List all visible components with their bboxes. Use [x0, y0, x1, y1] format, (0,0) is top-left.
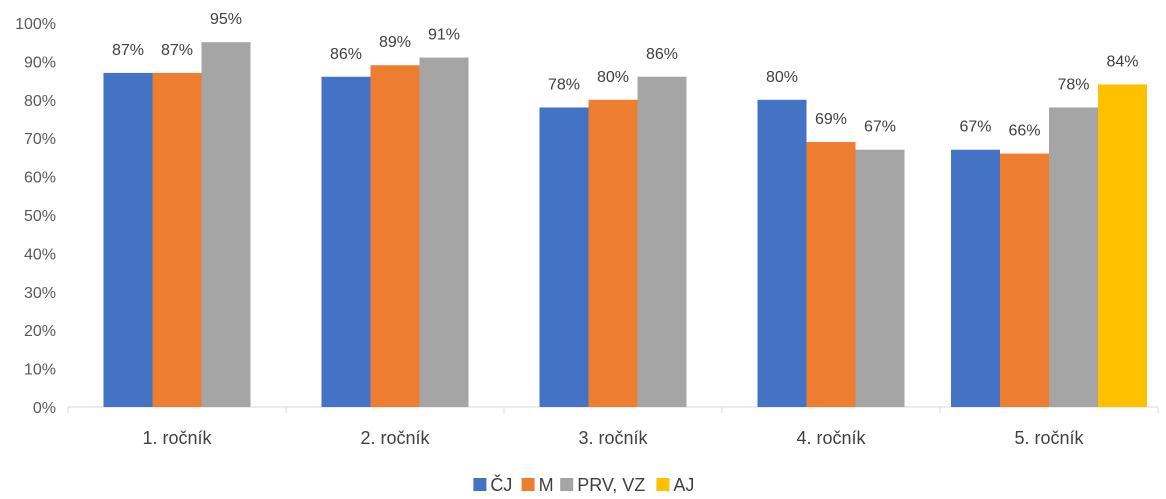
bar[interactable]: [201, 42, 251, 407]
data-label: 78%: [548, 76, 580, 93]
legend: ČJ M PRV, VZ AJ: [473, 474, 694, 495]
bar[interactable]: [370, 65, 420, 408]
legend-item[interactable]: PRV, VZ: [560, 475, 645, 495]
bars: [103, 42, 1147, 408]
x-category-label: 3. ročník: [578, 428, 648, 448]
y-axis: 0% 10% 20% 30% 40% 50% 60% 70% 80% 90% 100%: [15, 16, 56, 417]
legend-label: ČJ: [490, 474, 512, 495]
data-label: 67%: [959, 119, 991, 136]
legend-swatch: [473, 478, 487, 491]
bar[interactable]: [855, 149, 905, 407]
legend-swatch: [656, 478, 670, 491]
bar[interactable]: [951, 149, 1000, 407]
legend-item[interactable]: ČJ: [473, 474, 512, 495]
x-category-label: 1. ročník: [142, 428, 212, 448]
data-label: 91%: [428, 27, 460, 44]
bar[interactable]: [1049, 107, 1098, 407]
x-axis: 1. ročník 2. ročník 3. ročník 4. ročník 5. r…: [67, 406, 1159, 448]
x-category-label: 5. ročník: [1014, 428, 1084, 448]
legend-label: AJ: [673, 475, 694, 495]
data-label: 95%: [210, 11, 242, 28]
bar[interactable]: [419, 57, 469, 408]
data-label: 84%: [1106, 53, 1138, 70]
data-label: 80%: [766, 69, 798, 86]
legend-item[interactable]: M: [521, 475, 554, 495]
bar[interactable]: [1000, 153, 1049, 407]
data-label: 89%: [379, 34, 411, 51]
y-tick-label: 10%: [24, 362, 56, 379]
bar[interactable]: [539, 107, 589, 407]
y-tick-label: 0%: [33, 400, 56, 417]
data-label: 86%: [330, 46, 362, 63]
data-label: 69%: [815, 111, 847, 128]
y-tick-label: 100%: [15, 16, 56, 33]
bar[interactable]: [103, 72, 153, 408]
y-tick-label: 80%: [24, 93, 56, 110]
x-category-label: 4. ročník: [796, 428, 866, 448]
data-label: 87%: [161, 42, 193, 59]
bar[interactable]: [637, 76, 687, 407]
y-tick-label: 60%: [24, 170, 56, 187]
legend-swatch: [521, 478, 535, 491]
y-tick-label: 20%: [24, 323, 56, 340]
y-tick-label: 40%: [24, 246, 56, 263]
legend-label: M: [539, 475, 554, 495]
data-labels: 87% 87% 95% 86% 89% 91% 78% 80% 86% 80% 69% 67% 67% 6…: [112, 11, 1139, 139]
bar[interactable]: [588, 99, 638, 408]
legend-label: PRV, VZ: [577, 475, 645, 495]
bar[interactable]: [1098, 84, 1147, 407]
data-label: 66%: [1008, 123, 1040, 140]
data-label: 80%: [597, 69, 629, 86]
bar[interactable]: [152, 72, 202, 408]
data-label: 87%: [112, 42, 144, 59]
y-tick-label: 50%: [24, 208, 56, 225]
data-label: 86%: [646, 46, 678, 63]
data-label: 67%: [864, 119, 896, 136]
bar[interactable]: [321, 76, 371, 407]
x-category-label: 2. ročník: [360, 428, 430, 448]
data-label: 78%: [1057, 76, 1089, 93]
bar[interactable]: [757, 99, 807, 408]
bar[interactable]: [806, 142, 856, 408]
y-tick-label: 70%: [24, 131, 56, 148]
legend-item[interactable]: AJ: [656, 475, 694, 495]
y-tick-label: 30%: [24, 285, 56, 302]
y-tick-label: 90%: [24, 54, 56, 71]
legend-swatch: [560, 478, 574, 491]
